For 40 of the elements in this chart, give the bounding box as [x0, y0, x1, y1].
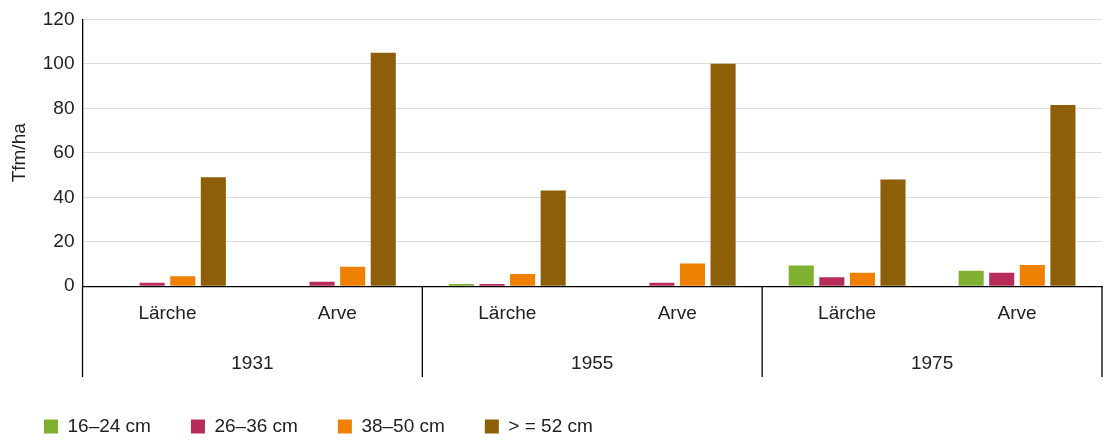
bar [510, 273, 536, 286]
legend-label: 26–36 cm [214, 414, 298, 436]
y-tick-label: 40 [53, 185, 75, 207]
x-tick-label: Lärche [818, 301, 877, 323]
x-tick-label: Arve [657, 301, 697, 323]
legend-label: 38–50 cm [361, 414, 445, 436]
bar [309, 281, 335, 286]
y-tick-label: 60 [53, 141, 75, 163]
y-tick-label: 0 [63, 274, 75, 296]
bar [139, 282, 165, 286]
legend-label: 16–24 cm [67, 414, 151, 436]
bar [370, 52, 396, 286]
bar [788, 265, 814, 286]
bar [679, 263, 706, 286]
bar [1019, 265, 1045, 286]
bar [958, 270, 984, 286]
bar [170, 276, 196, 286]
bar [200, 177, 226, 286]
y-tick-label: 100 [42, 52, 75, 74]
bar [880, 179, 906, 286]
bar [819, 277, 845, 286]
y-tick-label: 120 [42, 7, 75, 29]
text: 1931 [231, 352, 274, 374]
x-tick-label: Lärche [138, 301, 197, 323]
bar [540, 190, 566, 286]
x-tick-label: Lärche [478, 301, 537, 323]
x-tick-label: Arve [997, 301, 1037, 323]
x-tick-label: Arve [317, 301, 357, 323]
y-tick-label: 20 [53, 229, 75, 251]
y-tick-label: 80 [53, 96, 75, 118]
text: 1975 [910, 352, 954, 374]
legend-label: > = 52 cm [508, 414, 593, 436]
y-axis-title: Tfm/ha [7, 122, 29, 183]
bar [989, 272, 1015, 286]
bar [849, 272, 875, 286]
bar [649, 282, 675, 286]
text: 1955 [571, 352, 614, 374]
bar [710, 63, 736, 286]
bar [340, 266, 366, 286]
bar [1050, 105, 1076, 286]
